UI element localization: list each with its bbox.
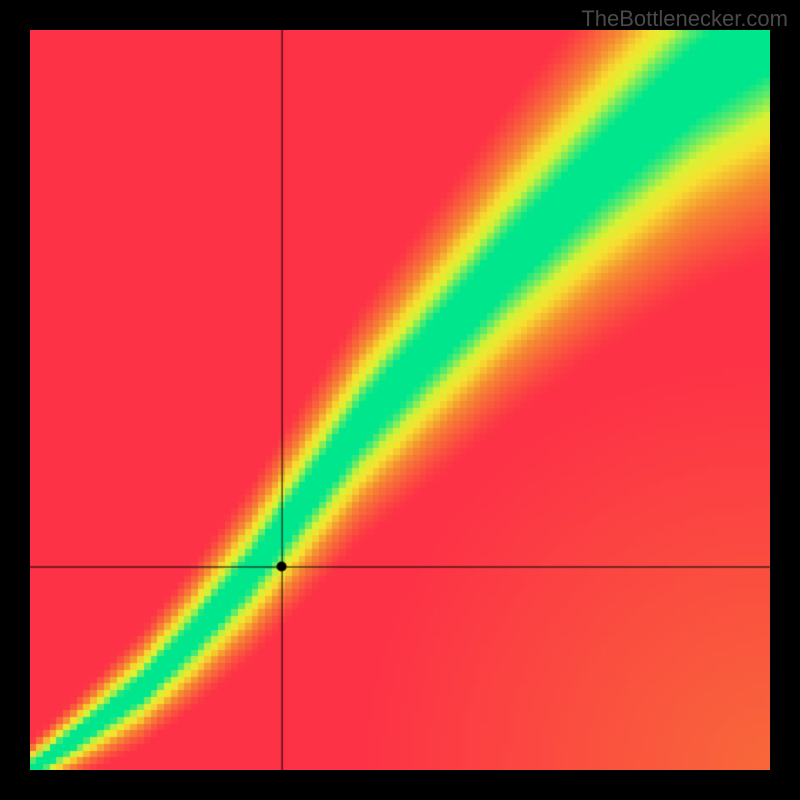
watermark-text: TheBottlenecker.com — [581, 6, 788, 32]
bottleneck-heatmap — [30, 30, 770, 770]
heatmap-canvas — [30, 30, 770, 770]
